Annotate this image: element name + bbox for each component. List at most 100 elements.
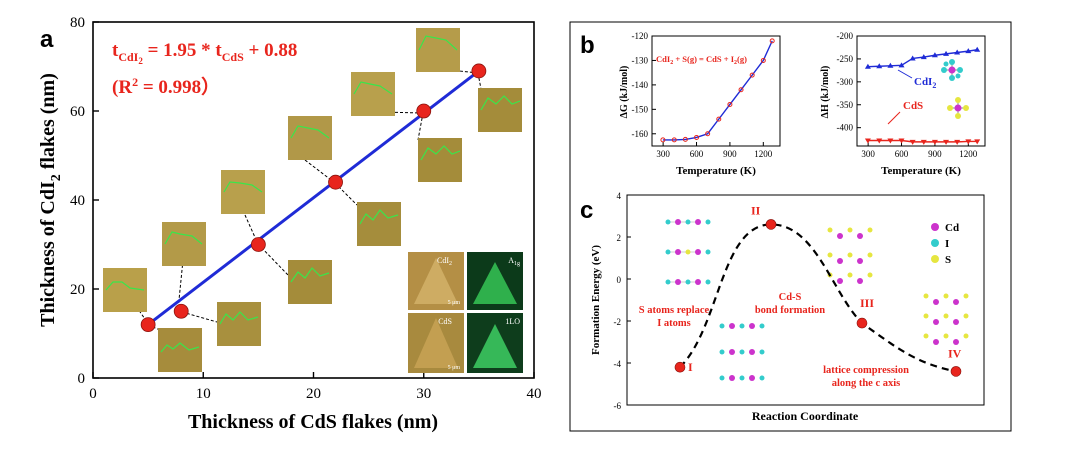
panel-a-y-axis-title: Thickness of CdI2 flakes (nm) <box>37 73 64 327</box>
annotation-s-atoms-line1: S atoms replace <box>639 305 710 316</box>
delta-g-point <box>749 72 755 78</box>
cds-point <box>909 139 916 145</box>
y-tick-label: -130 <box>632 55 649 65</box>
legend-s-label: S <box>945 254 951 266</box>
panel-c-y-axis: 4 2 0 -2 -4 -6 <box>614 191 631 411</box>
x-tick-label: 300 <box>656 149 670 159</box>
delta-g-point <box>727 101 733 107</box>
cds-molecule-icon <box>947 97 969 119</box>
cdi2-point <box>974 46 981 52</box>
y-tick-label: -200 <box>837 31 854 41</box>
cds-point <box>876 138 883 144</box>
cdi2-point <box>931 52 938 58</box>
cds-point <box>954 139 961 145</box>
inset-cdi2-label: CdI2 <box>437 256 452 267</box>
data-point <box>173 303 189 319</box>
panel-c-frame <box>626 194 985 406</box>
legend-s-marker <box>931 255 939 263</box>
delta-g-point <box>671 137 677 143</box>
x-tick-label: 1200 <box>959 149 978 159</box>
cds-enthalpy-markers <box>864 138 981 145</box>
legend-cd-label: Cd <box>945 222 959 234</box>
panel-a-data-points <box>140 63 487 333</box>
crystal-structure-4 <box>923 293 969 345</box>
annotation-lattice-line2: along the c axis <box>832 378 901 389</box>
reaction-state-point <box>950 366 962 377</box>
cds-point <box>920 139 927 145</box>
afm-thumbnail <box>221 170 265 245</box>
x-tick-label: 900 <box>928 149 942 159</box>
delta-g-point <box>769 38 775 44</box>
scale-bar-label: 5 μm <box>448 365 461 371</box>
x-tick-label: 30 <box>416 386 431 402</box>
delta-g-point <box>660 137 666 143</box>
reaction-state-point <box>765 219 777 230</box>
panel-b-label: b <box>580 32 595 59</box>
cds-point <box>887 138 894 144</box>
panel-b: b 300 600 900 1200 -160 -150 -140 -130 -120 Temp… <box>580 31 781 177</box>
data-point <box>328 174 343 190</box>
inset-cds-label: CdS <box>438 317 452 326</box>
y-tick-label: 0 <box>617 275 622 285</box>
cds-label-arrow <box>887 111 901 125</box>
afm-thumbnails <box>103 28 522 372</box>
panels-bc-border <box>569 21 1012 432</box>
afm-thumbnail <box>351 72 424 116</box>
data-point <box>140 317 156 333</box>
cds-point <box>965 139 972 145</box>
y-tick-label: -2 <box>614 317 622 327</box>
cdi2-label-arrow <box>897 69 913 79</box>
cdi2-point <box>898 62 905 68</box>
y-tick-label: -400 <box>837 123 854 133</box>
annotation-cds-line2: bond formation <box>755 305 825 316</box>
cdi2-point <box>943 50 950 56</box>
panel-c-x-title: Reaction Coordinate <box>752 409 859 423</box>
panel-c-y-title: Formation Energy (eV) <box>590 245 602 355</box>
delta-g-point <box>738 87 744 93</box>
crystal-structure-3 <box>827 227 873 284</box>
afm-thumbnail <box>288 116 336 184</box>
x-tick-label: 600 <box>690 149 704 159</box>
data-point <box>416 103 432 119</box>
panel-b-right-y-title: ΔH (kJ/mol) <box>820 66 831 119</box>
crystal-structure-2 <box>719 323 765 381</box>
cdi2-point <box>864 63 871 69</box>
afm-thumbnail <box>257 243 332 304</box>
cds-point <box>974 139 981 145</box>
y-tick-label: -350 <box>837 100 854 110</box>
y-tick-label: -300 <box>837 77 854 87</box>
y-tick-label: 2 <box>617 233 622 243</box>
reaction-equation: CdI2 + S(g) = CdS + I2(g) <box>656 54 747 66</box>
y-tick-label: 4 <box>617 191 622 201</box>
fit-equation: tCdI2 = 1.95 * tCdS + 0.88 <box>112 40 297 66</box>
x-tick-label: 600 <box>895 149 909 159</box>
panel-b-right-frame <box>856 35 986 147</box>
cdi2-molecule-icon <box>941 59 963 81</box>
y-tick-label: -6 <box>614 401 622 411</box>
afm-thumbnail <box>103 268 148 323</box>
cds-point <box>931 139 938 145</box>
delta-g-point <box>694 134 700 140</box>
panel-b-right-axes: 300 600 900 1200 -400 -350 -300 -250 -200 <box>837 31 978 159</box>
afm-thumbnail <box>417 112 462 182</box>
x-tick-label: 10 <box>196 386 211 402</box>
reaction-state-label: I <box>688 360 693 374</box>
cds-point <box>943 139 950 145</box>
delta-g-point <box>705 131 711 137</box>
inset-a1g-label: A1g <box>508 256 520 267</box>
cdi2-enthalpy-markers <box>864 46 981 69</box>
reaction-state-label: III <box>860 296 874 310</box>
reaction-pathway-curve <box>679 223 957 373</box>
reaction-state-point <box>674 361 686 373</box>
delta-g-line <box>662 40 773 141</box>
annotation-cds-line1: Cd-S <box>779 292 802 303</box>
panel-c: c 4 2 0 -2 -4 -6 Reaction Coordinate Formatio… <box>580 191 985 423</box>
y-tick-label: 0 <box>78 371 86 387</box>
inset-1lo-label: 1LO <box>505 317 520 326</box>
cds-point <box>864 138 871 144</box>
cdi2-point <box>909 55 916 61</box>
reaction-state-label: II <box>751 203 761 217</box>
x-tick-label: 900 <box>723 149 737 159</box>
